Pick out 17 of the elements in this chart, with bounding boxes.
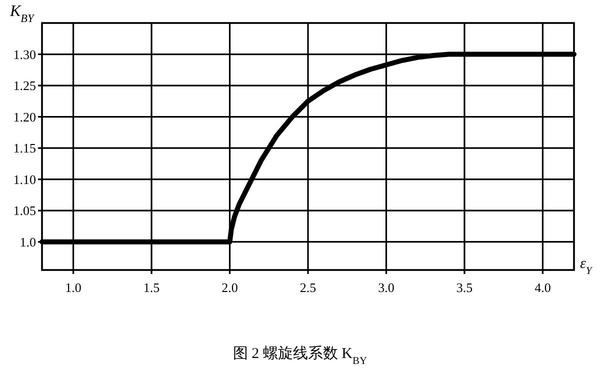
ytick: 1.05 (13, 203, 36, 218)
xtick: 4.0 (534, 280, 551, 295)
xtick: 3.5 (456, 280, 473, 295)
xtick: 1.0 (65, 280, 82, 295)
ytick: 1.0 (20, 234, 36, 250)
xtick: 3.0 (378, 280, 394, 295)
xtick: 2.0 (222, 280, 238, 295)
ytick: 1.15 (13, 140, 36, 156)
ylabel: K$_{BY}$ (10, 3, 34, 25)
xtick: 2.5 (300, 280, 316, 295)
ytick: 1.10 (13, 172, 36, 187)
xtick: 1.5 (143, 280, 160, 295)
ytick: 1.30 (13, 46, 36, 62)
ytick: 1.25 (13, 78, 36, 94)
xlabel: ε$_{Y}$ (580, 256, 592, 276)
ytick: 1.20 (13, 109, 36, 124)
title: 图 2 螺旋线系数 K$_{BY}$ (232, 346, 368, 366)
